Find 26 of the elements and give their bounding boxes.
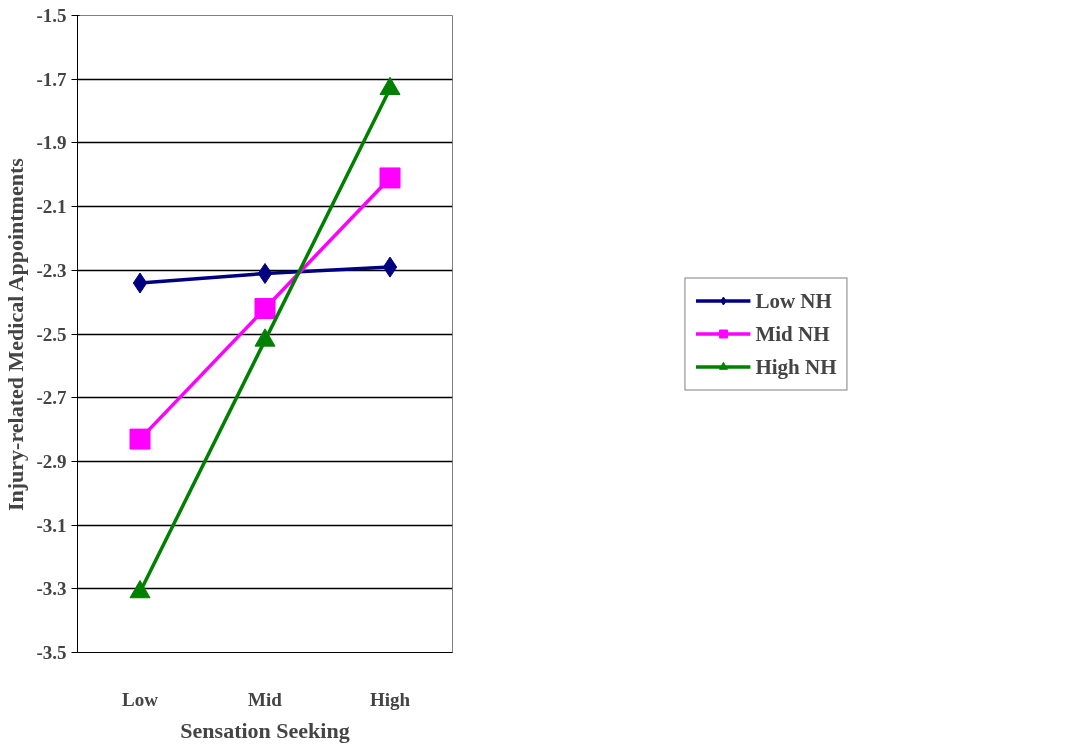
y-tick-label: -2.9 [36,450,67,472]
y-tick-label: -3.1 [36,514,67,536]
point [382,256,398,278]
y-tick-label: -3.5 [36,642,67,663]
legend-label: Mid NH [755,321,830,346]
y-tick-label: -1.9 [36,132,67,154]
point [379,167,401,189]
y-axis-title: Injury-related Medical Appointments [3,157,29,512]
point [129,579,151,599]
y-tick-label: -3.3 [36,578,67,600]
y-tick-label: -2.5 [36,323,67,345]
x-axis-title: Sensation Seeking [180,717,350,743]
y-tick-label: -2.7 [36,387,67,409]
legend-label: Low NH [755,288,832,313]
legend-label: High NH [755,354,837,379]
x-tick-label: High [369,688,411,710]
y-tick-label: -2.3 [36,259,67,281]
point [257,262,273,284]
point [129,428,151,450]
point [132,272,148,294]
y-tick-label: -1.5 [36,5,67,26]
y-tick-label: -2.1 [36,196,67,218]
y-tick-label: -1.7 [36,68,67,90]
x-tick-label: Mid [248,688,283,710]
x-tick-label: Low [122,688,159,710]
point [254,298,276,320]
